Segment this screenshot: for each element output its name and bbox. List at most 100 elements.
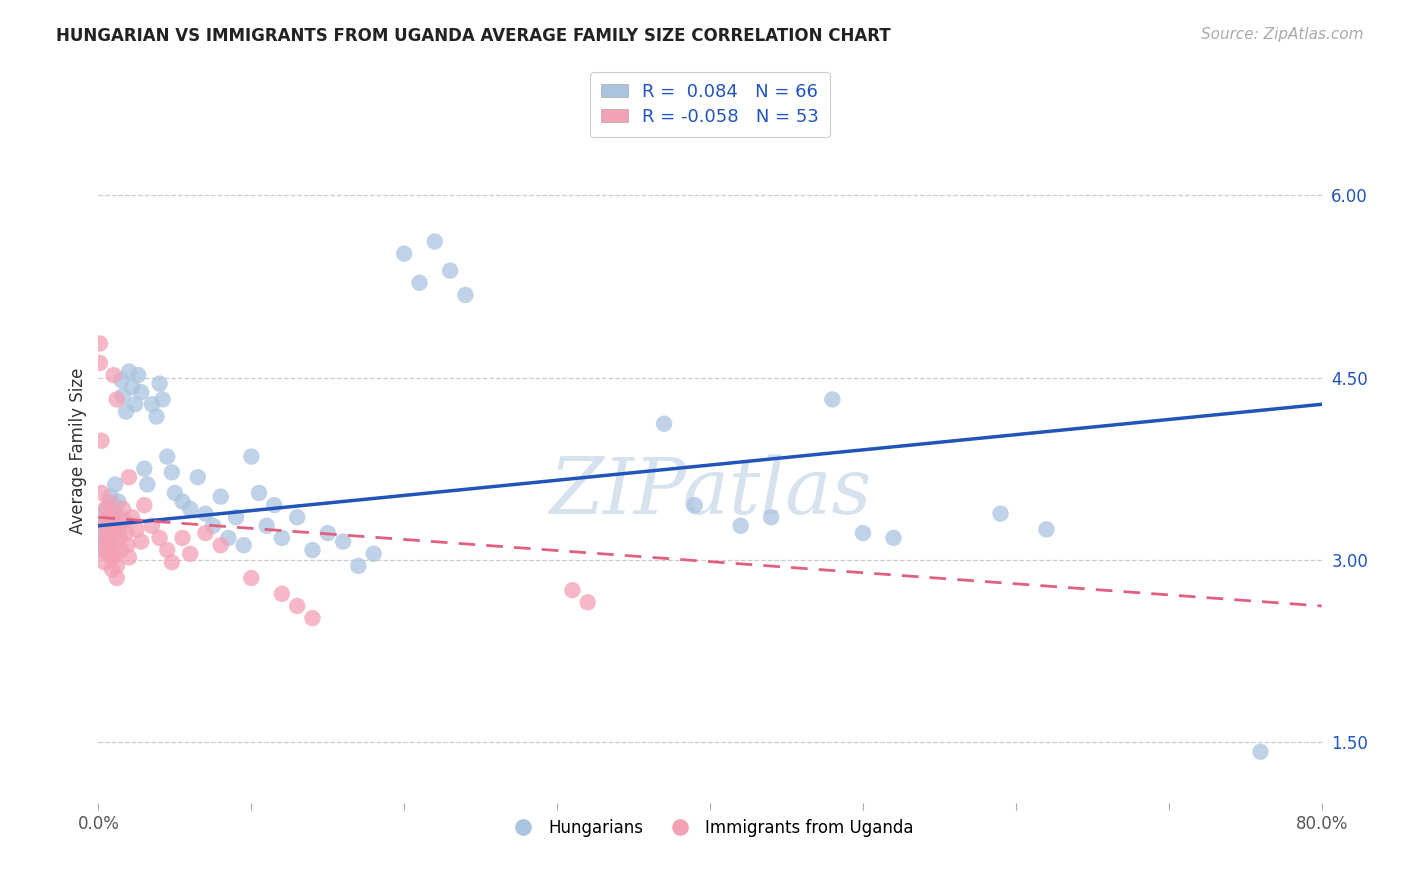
Point [149, 376, 172, 391]
Point [576, 595, 599, 609]
Text: Source: ZipAtlas.com: Source: ZipAtlas.com [1201, 27, 1364, 42]
Point [423, 235, 446, 249]
Point [103, 368, 125, 383]
Point [163, 486, 186, 500]
Point [121, 510, 143, 524]
Point [821, 392, 844, 407]
Legend: Hungarians, Immigrants from Uganda: Hungarians, Immigrants from Uganda [501, 813, 920, 844]
Point [91, 531, 114, 545]
Point [454, 288, 477, 302]
Point [93, 510, 115, 524]
Y-axis label: Average Family Size: Average Family Size [69, 368, 87, 533]
Point [883, 531, 905, 545]
Point [100, 538, 122, 552]
Point [90, 526, 112, 541]
Point [97, 547, 120, 561]
Point [103, 523, 125, 537]
Point [121, 380, 143, 394]
Point [256, 518, 278, 533]
Point [112, 514, 135, 528]
Point [408, 276, 430, 290]
Point [91, 543, 114, 558]
Point [852, 526, 875, 541]
Point [110, 543, 132, 558]
Point [301, 543, 323, 558]
Point [127, 368, 149, 383]
Point [105, 558, 128, 573]
Point [285, 599, 308, 613]
Point [156, 543, 179, 558]
Point [134, 461, 156, 475]
Point [247, 486, 270, 500]
Point [202, 518, 225, 533]
Point [101, 514, 124, 528]
Point [316, 526, 339, 541]
Point [93, 555, 115, 569]
Point [270, 587, 292, 601]
Point [561, 583, 583, 598]
Point [172, 494, 194, 508]
Point [759, 510, 782, 524]
Point [104, 534, 127, 549]
Point [179, 501, 201, 516]
Point [89, 356, 111, 370]
Point [90, 486, 112, 500]
Point [103, 507, 125, 521]
Point [94, 518, 117, 533]
Point [439, 263, 461, 277]
Point [1035, 523, 1057, 537]
Point [98, 510, 121, 524]
Point [124, 397, 146, 411]
Point [141, 397, 163, 411]
Point [194, 526, 217, 541]
Point [108, 523, 131, 537]
Point [141, 518, 163, 533]
Point [111, 501, 134, 516]
Point [118, 364, 141, 378]
Point [285, 510, 308, 524]
Point [94, 501, 117, 516]
Point [156, 450, 179, 464]
Point [129, 385, 152, 400]
Point [240, 450, 263, 464]
Point [101, 550, 124, 565]
Point [301, 611, 323, 625]
Point [1249, 745, 1271, 759]
Point [263, 498, 285, 512]
Point [105, 507, 128, 521]
Point [115, 526, 138, 541]
Point [105, 392, 128, 407]
Point [232, 538, 254, 552]
Point [98, 534, 121, 549]
Point [683, 498, 706, 512]
Point [105, 571, 128, 585]
Text: HUNGARIAN VS IMMIGRANTS FROM UGANDA AVERAGE FAMILY SIZE CORRELATION CHART: HUNGARIAN VS IMMIGRANTS FROM UGANDA AVER… [56, 27, 891, 45]
Point [97, 534, 120, 549]
Point [104, 477, 127, 491]
Point [110, 373, 132, 387]
Point [652, 417, 675, 431]
Point [98, 494, 121, 508]
Point [100, 490, 122, 504]
Point [108, 531, 131, 545]
Point [160, 466, 183, 480]
Point [136, 477, 159, 491]
Point [97, 518, 120, 533]
Point [93, 543, 115, 558]
Point [179, 547, 201, 561]
Point [118, 550, 141, 565]
Point [225, 510, 247, 524]
Point [240, 571, 263, 585]
Point [117, 538, 139, 552]
Point [107, 494, 129, 508]
Point [187, 470, 209, 484]
Point [90, 434, 112, 448]
Point [160, 555, 183, 569]
Point [270, 531, 292, 545]
Point [217, 531, 239, 545]
Point [730, 518, 752, 533]
Point [115, 404, 138, 418]
Point [107, 518, 129, 533]
Point [347, 558, 370, 573]
Point [209, 490, 232, 504]
